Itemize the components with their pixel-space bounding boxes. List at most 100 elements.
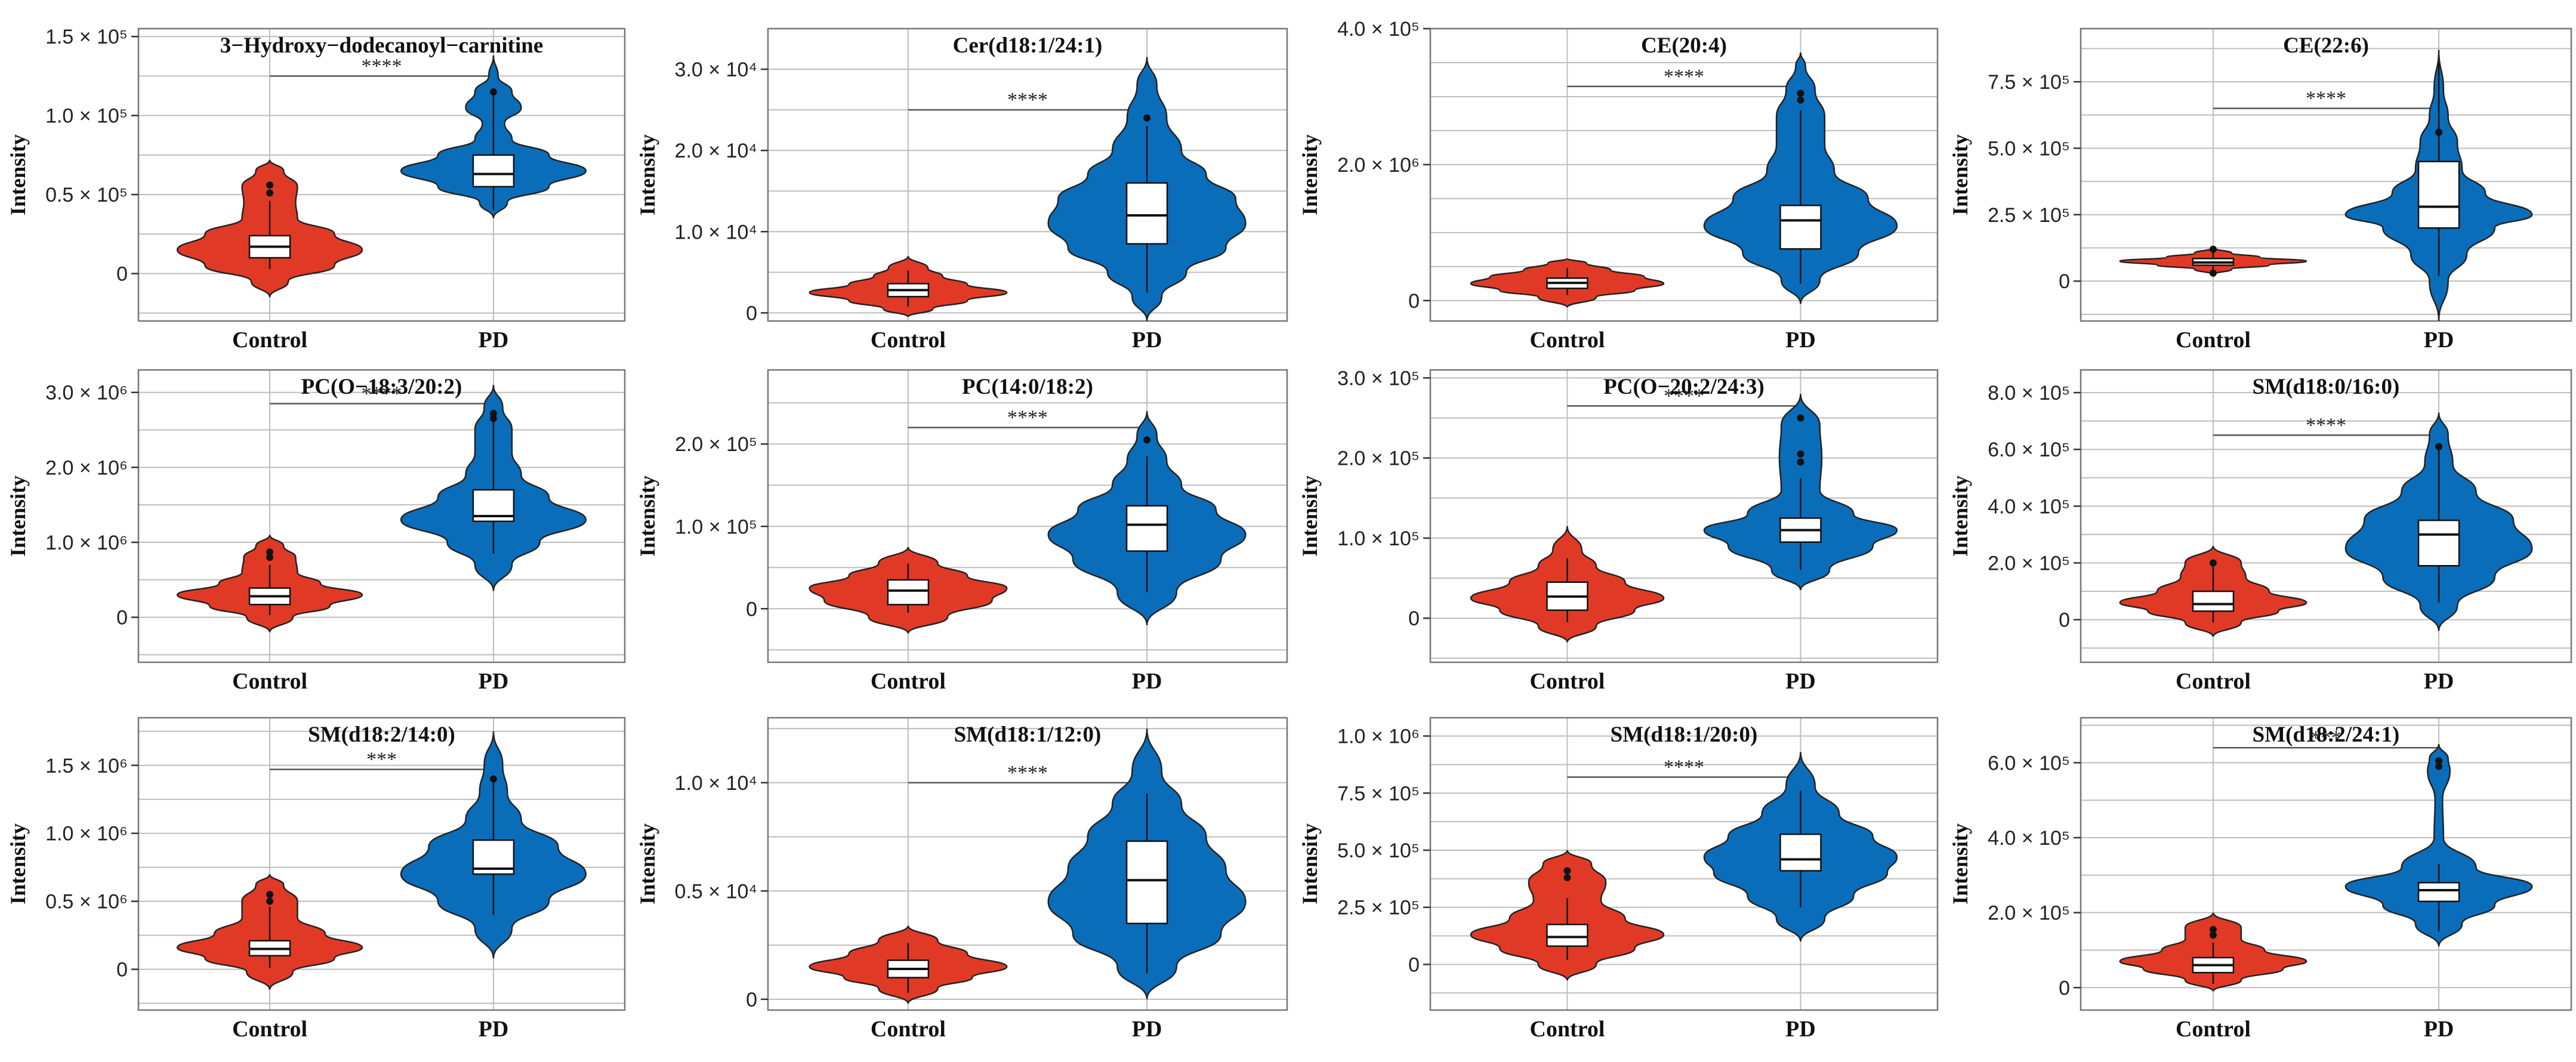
y-tick-label: 1.0 × 10⁵ [1337, 527, 1420, 550]
plot-frame [137, 717, 626, 1011]
y-tick-label: 0 [1408, 290, 1420, 313]
significance-label: **** [362, 383, 402, 405]
outlier-point [266, 181, 274, 189]
y-tick-label: 0 [746, 598, 757, 620]
outlier-point [266, 891, 274, 899]
y-axis-label: Intensity [635, 476, 659, 557]
outlier-point [1797, 450, 1804, 458]
box-pd [1125, 840, 1168, 925]
outlier-point [266, 897, 274, 905]
x-tick-label: Control [1530, 328, 1605, 353]
outlier-point [1797, 414, 1804, 422]
plot-frame [1429, 369, 1939, 663]
panel-6: **** Control PD 0 1.0 × 10⁵ 2.0 × 10⁵ PC(14:0/… [635, 369, 1288, 694]
x-tick-label: Control [2176, 669, 2251, 694]
y-tick-label: 0 [2059, 977, 2070, 999]
y-tick-label: 8.0 × 10⁵ [1988, 382, 2070, 405]
outlier-point [489, 415, 497, 422]
outlier-point [2209, 925, 2217, 933]
y-tick-label: 2.0 × 10⁵ [1337, 447, 1420, 470]
x-tick-label: Control [232, 328, 307, 353]
y-tick-label: 7.5 × 10⁵ [1988, 71, 2070, 94]
y-axis-label: Intensity [1298, 823, 1322, 904]
box-pd [472, 154, 515, 188]
significance-label: *** [2311, 727, 2341, 749]
outlier-point [2435, 757, 2443, 765]
x-tick-label: Control [1530, 669, 1605, 694]
outlier-point [2435, 762, 2443, 770]
panel-title: CE(20:4) [1641, 33, 1727, 58]
significance-label: **** [1007, 89, 1048, 111]
y-tick-label: 0 [2059, 270, 2070, 293]
y-axis-label: Intensity [1298, 476, 1322, 557]
panel-12: *** Control PD 0 2.0 × 10⁵ 4.0 × 10⁵ 6.0 × 10⁵… [1948, 717, 2572, 1042]
panel-8: **** Control PD 0 2.0 × 10⁵ 4.0 × 10⁵ 6.0 × 10… [1948, 369, 2572, 694]
plot-frame [2080, 27, 2572, 322]
outlier-point [2209, 245, 2217, 253]
outlier-point [2435, 443, 2443, 450]
y-axis-label: Intensity [6, 134, 30, 215]
x-tick-label: Control [1530, 1017, 1605, 1042]
y-axis-label: Intensity [1298, 134, 1322, 215]
box-pd [1125, 182, 1168, 245]
box-control [1546, 924, 1588, 947]
y-tick-label: 2.0 × 10⁴ [675, 140, 757, 162]
y-axis-label: Intensity [1948, 823, 1972, 904]
x-tick-label: PD [1132, 669, 1162, 694]
y-axis-label: Intensity [1948, 134, 1972, 215]
outlier-point [1563, 873, 1571, 881]
y-tick-label: 0.5 × 10⁶ [45, 891, 128, 913]
y-tick-label: 3.0 × 10⁵ [1337, 367, 1420, 390]
plot-frame [767, 27, 1288, 322]
outlier-point [2435, 128, 2443, 136]
y-tick-label: 0.5 × 10⁴ [675, 880, 757, 903]
y-tick-label: 0 [746, 989, 757, 1011]
x-tick-label: PD [479, 328, 509, 353]
x-tick-label: Control [871, 669, 946, 694]
panel-title: PC(O−18:3/20:2) [301, 375, 462, 399]
panel-1: **** Control PD 0 0.5 × 10⁵ 1.0 × 10⁵ 1.5 × 10… [6, 26, 626, 353]
x-tick-label: PD [1785, 669, 1816, 694]
outlier-point [266, 548, 274, 556]
significance-label: **** [1007, 407, 1048, 429]
y-tick-label: 7.5 × 10⁵ [1337, 782, 1420, 805]
panel-7: **** Control PD 0 1.0 × 10⁵ 2.0 × 10⁵ 3.0 × 10… [1298, 367, 1939, 694]
panel-title: Cer(d18:1/24:1) [953, 33, 1103, 58]
outlier-point [2209, 559, 2217, 567]
outlier-point [489, 88, 497, 95]
y-tick-label: 3.0 × 10⁴ [675, 58, 757, 81]
significance-label: **** [1664, 66, 1704, 88]
plot-frame [1429, 717, 1939, 1011]
outlier-point [1797, 458, 1804, 466]
panel-title: SM(d18:1/12:0) [954, 723, 1102, 747]
outlier-point [266, 554, 274, 561]
significance-label: **** [1664, 757, 1704, 779]
y-tick-label: 0 [1408, 607, 1420, 630]
y-axis-label: Intensity [635, 134, 659, 215]
y-axis-label: Intensity [6, 476, 30, 557]
y-tick-label: 1.0 × 10⁴ [675, 221, 757, 243]
box-control [2192, 590, 2235, 612]
x-tick-label: PD [479, 669, 509, 694]
panel-2: **** Control PD 0 1.0 × 10⁴ 2.0 × 10⁴ 3.0 × 10… [635, 27, 1288, 353]
panel-title: PC(O−20:2/24:3) [1603, 375, 1764, 399]
panel-title: SM(d18:0/16:0) [2253, 375, 2400, 399]
y-axis-label: Intensity [1948, 476, 1972, 557]
panel-title: PC(14:0/18:2) [962, 375, 1093, 399]
x-tick-label: PD [2424, 669, 2454, 694]
x-tick-label: Control [232, 669, 307, 694]
y-tick-label: 0 [746, 302, 757, 325]
outlier-point [1797, 89, 1804, 97]
box-pd [2417, 519, 2460, 567]
outlier-point [489, 409, 497, 417]
box-pd [2417, 882, 2460, 903]
significance-label: **** [1664, 385, 1704, 407]
y-tick-label: 0 [1408, 953, 1420, 976]
y-axis-label: Intensity [635, 823, 659, 904]
outlier-point [2209, 269, 2217, 277]
significance-label: **** [1007, 762, 1048, 784]
y-tick-label: 2.5 × 10⁵ [1337, 897, 1420, 919]
outlier-point [1143, 436, 1151, 444]
y-tick-label: 1.5 × 10⁵ [45, 26, 128, 48]
